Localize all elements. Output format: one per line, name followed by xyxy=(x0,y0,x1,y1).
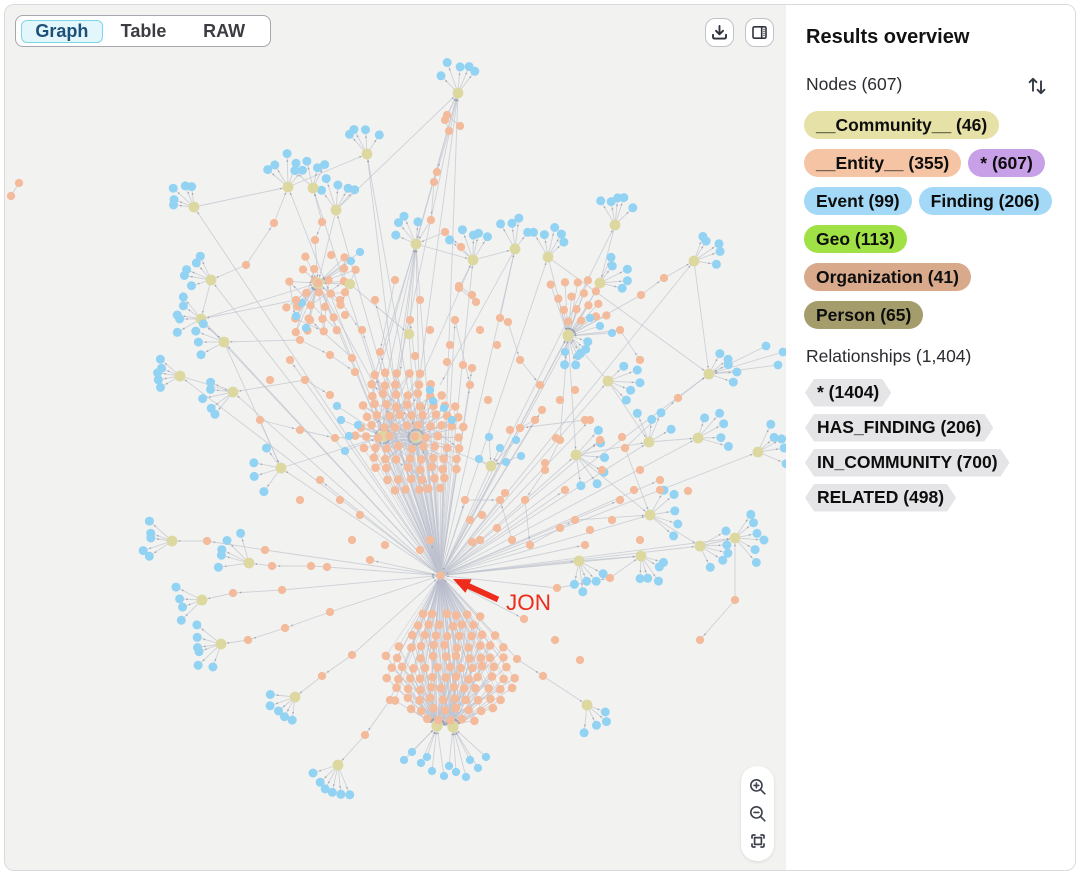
svg-text:JON: JON xyxy=(506,590,551,615)
